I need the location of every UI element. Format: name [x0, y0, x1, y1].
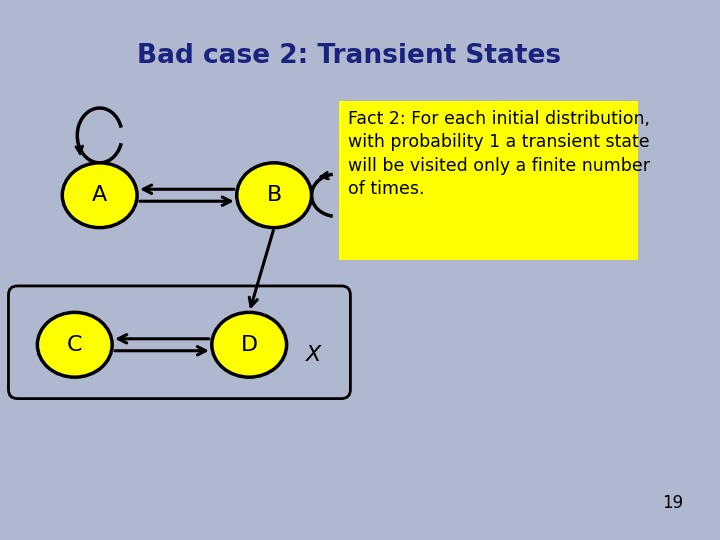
- Text: 19: 19: [662, 494, 683, 512]
- Text: Fact 2: For each initial distribution,
with probability 1 a transient state
will: Fact 2: For each initial distribution, w…: [348, 110, 650, 198]
- Ellipse shape: [212, 312, 287, 377]
- Text: C: C: [67, 335, 83, 355]
- Ellipse shape: [237, 163, 312, 228]
- Ellipse shape: [37, 312, 112, 377]
- Text: A: A: [92, 185, 107, 205]
- Text: B: B: [266, 185, 282, 205]
- Text: Bad case 2: Transient States: Bad case 2: Transient States: [137, 43, 561, 69]
- Text: D: D: [240, 335, 258, 355]
- Ellipse shape: [63, 163, 137, 228]
- FancyBboxPatch shape: [339, 100, 638, 260]
- FancyBboxPatch shape: [9, 286, 351, 399]
- Text: $X$: $X$: [305, 345, 323, 364]
